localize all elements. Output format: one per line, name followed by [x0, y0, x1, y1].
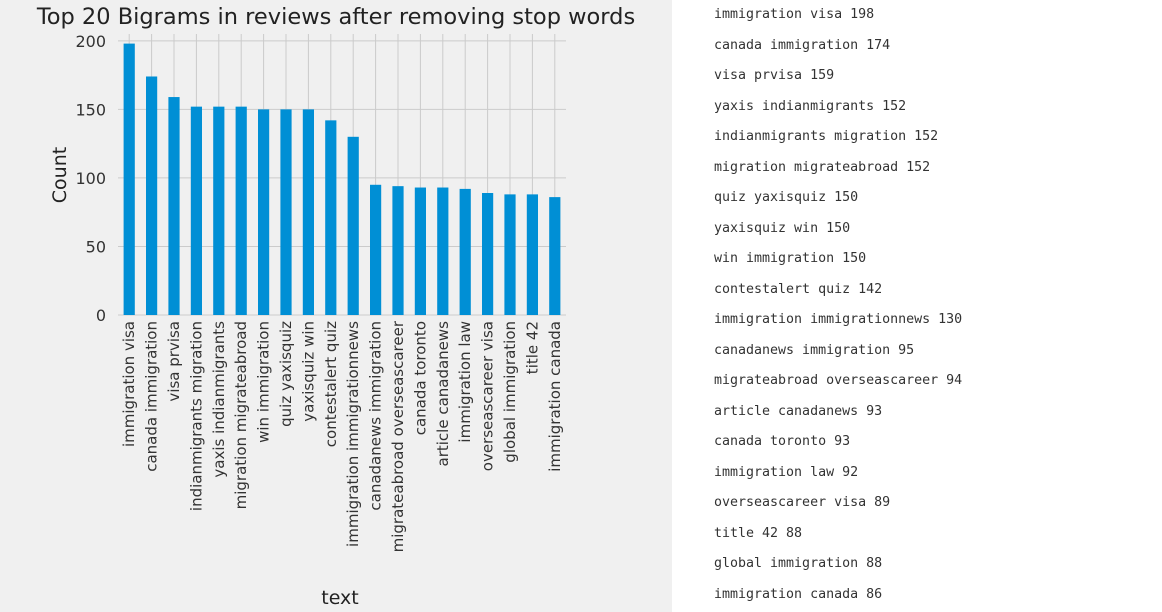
output-line: indianmigrants migration 152 [714, 129, 939, 144]
output-line: quiz yaxisquiz 150 [714, 190, 859, 205]
x-tick-label: overseascareer visa [479, 321, 497, 471]
output-line: global immigration 88 [714, 556, 883, 571]
x-tick-label: migrateabroad overseascareer [389, 320, 407, 552]
output-line: yaxisquiz win 150 [714, 220, 851, 236]
bar [437, 187, 449, 315]
x-tick-label: canadanews immigration [367, 321, 385, 511]
plot-area [118, 34, 566, 315]
x-tick-label: yaxis indianmigrants [210, 321, 228, 478]
y-tick-label: 0 [96, 306, 106, 325]
bar [258, 109, 270, 315]
x-tick-label: immigration canada [546, 321, 564, 472]
x-tick-label: yaxisquiz win [299, 321, 317, 422]
bar [190, 106, 202, 316]
output-line: article canadanews 93 [714, 403, 883, 419]
bar [146, 76, 158, 316]
bar [414, 187, 426, 315]
x-tick-label: immigration law [456, 321, 474, 443]
bar [302, 109, 314, 315]
y-tick-label: 100 [75, 169, 106, 188]
output-line: contestalert quiz 142 [714, 281, 883, 297]
y-tick-label: 50 [86, 237, 106, 256]
y-axis-label: Count [49, 147, 71, 203]
bar [123, 43, 135, 315]
output-line: immigration canada 86 [714, 586, 883, 602]
output-panel: immigration visa 198 canada immigration 1… [672, 0, 1162, 612]
output-line: visa prvisa 159 [714, 68, 835, 83]
output-line: canada immigration 174 [714, 37, 891, 53]
bar [370, 184, 382, 315]
bar [213, 106, 225, 316]
bar [459, 188, 471, 315]
x-tick-label: canada immigration [143, 321, 161, 472]
x-tick-label: immigration immigrationnews [344, 321, 362, 547]
x-tick-label: win immigration [255, 321, 273, 443]
bar-chart: 0 50 100 150 200 immigration visa canada immig… [36, 4, 635, 609]
output-line: canadanews immigration 95 [714, 342, 915, 358]
x-tick-label: visa prvisa [165, 321, 183, 402]
bar [235, 106, 247, 316]
x-tick-label: canada toronto [411, 321, 429, 435]
output-line: win immigration 150 [714, 251, 867, 266]
output-line: immigration visa 198 [714, 7, 875, 22]
x-tick-label: title 42 [523, 321, 541, 374]
chart-panel: 0 50 100 150 200 immigration visa canada immig… [0, 0, 672, 612]
bar [325, 120, 337, 315]
x-tick-label: indianmigrants migration [187, 321, 205, 511]
x-tick-label: global immigration [501, 321, 519, 463]
x-axis-label: text [321, 587, 359, 609]
x-tick-label: quiz yaxisquiz [277, 321, 295, 427]
bar [504, 194, 516, 315]
x-tick-label: article canadanews [434, 321, 452, 467]
output-line: yaxis indianmigrants 152 [714, 98, 907, 114]
bar [392, 186, 404, 315]
bar [482, 193, 494, 315]
x-tick-label: contestalert quiz [322, 321, 340, 447]
x-tick-label: immigration visa [120, 321, 138, 447]
y-tick-label: 200 [75, 32, 106, 51]
chart-title: Top 20 Bigrams in reviews after removing… [36, 4, 635, 30]
output-line: immigration immigrationnews 130 [714, 312, 963, 327]
output-line: migrateabroad overseascareer 94 [714, 373, 963, 388]
bar [549, 197, 561, 315]
output-line: overseascareer visa 89 [714, 495, 891, 510]
output-line: immigration law 92 [714, 464, 859, 480]
output-line: title 42 88 [714, 525, 803, 541]
bar [280, 109, 292, 315]
output-line: migration migrateabroad 152 [714, 159, 931, 175]
bar [526, 194, 538, 315]
y-tick-label: 150 [75, 100, 106, 119]
bar [347, 136, 359, 315]
x-tick-label: migration migrateabroad [232, 321, 250, 509]
output-line: canada toronto 93 [714, 434, 851, 449]
bar [168, 97, 180, 316]
